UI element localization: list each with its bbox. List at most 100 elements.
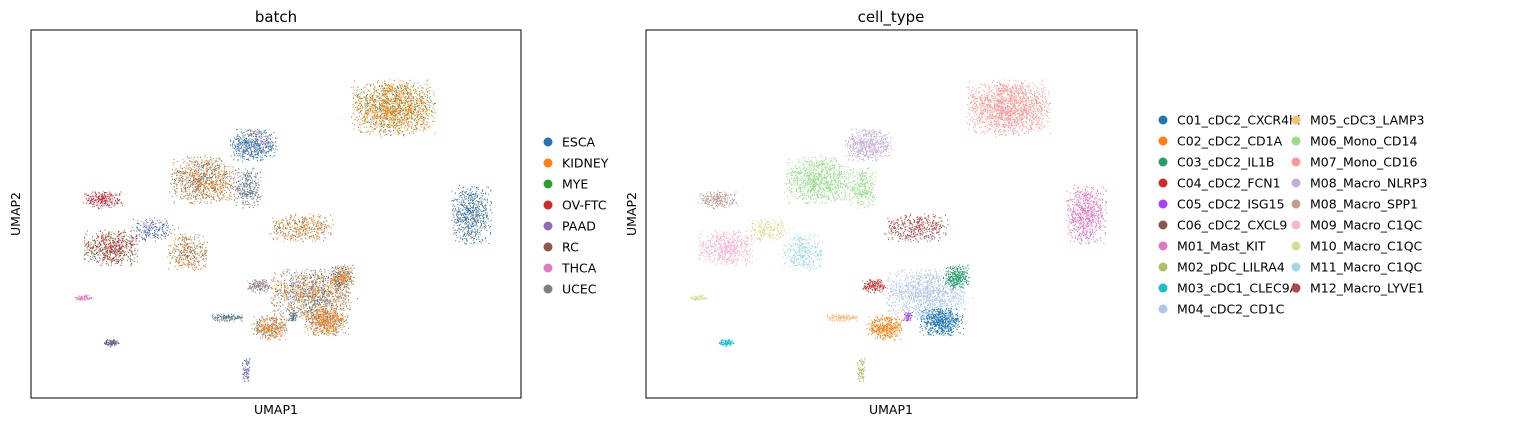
cell-type-ylabel: UMAP2 [624,192,639,236]
cell-type-legend-marker-3 [1158,178,1168,188]
cell-type-legend-marker-4 [1158,199,1168,209]
batch-legend-marker-1 [543,158,553,168]
batch-legend: ESCA KIDNEY MYE OV-FTC PAAD RC THCA UCEC [543,135,609,297]
cell-type-points-cluster-5 [698,229,755,267]
cell-type-title: cell_type [858,8,925,27]
batch-points-cluster-11-kidney [301,308,349,337]
cell-type-xlabel: UMAP1 [869,402,913,417]
batch-legend-marker-7 [543,284,553,294]
cell-type-legend-marker-15 [1291,220,1301,230]
cell-type-legend-label-6: M01_Mast_KIT [1177,239,1266,254]
cell-type-legend-label-0: C01_cDC2_CXCR4hi [1177,113,1300,128]
cell-type-legend-label-13: M08_Macro_NLRP3 [1310,176,1428,191]
batch-points-cluster-7-esca [133,218,179,242]
batch-points-cluster-10-kidney [271,268,352,321]
batch-points-cluster-18-esca [104,339,119,348]
cell-type-legend-marker-1 [1158,136,1168,146]
cell-type-plot-frame [645,29,1138,399]
cell-type-legend-marker-11 [1291,136,1301,146]
cell-type-points-cluster-7 [746,217,794,242]
batch-points-cluster-3-ucec [234,167,262,209]
cell-type-points-cluster-12 [866,315,903,341]
cell-type-panel: cell_type UMAP1 UMAP2 C01_cDC2_CXCR4hiC0… [624,8,1428,417]
batch-points-cluster-12-kidney [251,315,287,341]
cell-type-legend-label-2: C03_cDC2_IL1B [1177,155,1275,170]
cell-type-legend-marker-5 [1158,220,1168,230]
batch-points-cluster-14-ucec [248,279,270,294]
batch-ylabel: UMAP2 [8,192,23,236]
batch-points-cluster-9-ucec [451,186,492,245]
cell-type-legend-label-5: C06_cDC2_CXCL9 [1177,218,1287,233]
cell-type-legend-marker-9 [1158,304,1168,314]
batch-points-cluster-0-mye [356,79,436,136]
batch-points-cluster-6-ucec [168,233,208,270]
batch-points-cluster-14-thca [247,279,271,293]
cell-type-legend: C01_cDC2_CXCR4hi C02_cDC2_CD1A C03_cDC2_IL… [1158,113,1428,317]
batch-points-cluster-8-ucec [272,213,332,241]
cell-type-points-cluster-15 [902,311,913,322]
batch-legend-marker-4 [543,221,553,231]
cell-type-legend-label-12: M07_Mono_CD16 [1310,155,1417,170]
cell-type-points-cluster-1 [784,154,853,205]
batch-title: batch [255,8,297,26]
cell-type-points-cluster-18 [719,339,735,348]
cell-type-points-cluster-8 [884,213,949,243]
cell-type-legend-marker-16 [1291,241,1301,251]
cell-type-legend-marker-13 [1291,178,1301,188]
cell-type-points-cluster-11 [916,307,964,337]
cell-type-legend-label-7: M02_pDC_LILRA4 [1177,260,1285,275]
cell-type-legend-marker-0 [1158,115,1168,125]
batch-legend-label-5: RC [562,240,579,255]
cell-type-points-cluster-16 [827,313,858,323]
cell-type-points-cluster-13 [942,264,971,290]
batch-plot-frame [30,29,522,399]
batch-legend-marker-3 [543,200,553,210]
batch-legend-label-1: KIDNEY [562,156,609,171]
batch-points-cluster-5-ov-ftc [83,229,140,267]
cell-type-legend-marker-12 [1291,157,1301,167]
cell-type-points-cluster-3 [849,167,877,209]
cell-type-points-cluster-10 [886,268,974,322]
batch-legend-label-0: ESCA [562,135,596,150]
cell-type-legend-label-11: M06_Mono_CD14 [1310,134,1417,149]
batch-points-cluster-7-paad [131,217,175,242]
cell-type-legend-marker-6 [1158,241,1168,251]
batch-points-cluster-15-esca [287,312,298,322]
batch-points-cluster-3-esca [234,167,262,209]
cell-type-legend-label-15: M09_Macro_C1QC [1310,218,1423,233]
cell-type-legend-label-14: M08_Macro_SPP1 [1310,197,1418,212]
cell-type-legend-marker-17 [1291,262,1301,272]
cell-type-scatter-points [690,79,1108,383]
batch-points-cluster-13-kidney [327,264,356,290]
cell-type-legend-marker-18 [1291,283,1301,293]
cell-type-points-cluster-17 [690,294,708,301]
cell-type-points-cluster-0 [966,79,1051,138]
batch-points-cluster-19-paad [242,358,250,383]
batch-legend-marker-6 [543,263,553,273]
batch-xlabel: UMAP1 [254,402,298,417]
cell-type-legend-label-3: C04_cDC2_FCN1 [1177,176,1281,191]
batch-points-cluster-4-ov-ftc [83,191,124,209]
batch-points-cluster-17-thca [75,294,93,301]
cell-type-legend-label-1: C02_cDC2_CD1A [1177,134,1283,149]
batch-points-cluster-5-paad [84,233,137,267]
batch-legend-label-2: MYE [562,177,588,192]
batch-legend-marker-5 [543,242,553,252]
batch-legend-marker-2 [543,179,553,189]
batch-points-cluster-2-ucec [230,128,278,160]
cell-type-points-cluster-2 [845,128,893,162]
batch-legend-label-6: THCA [561,261,597,276]
batch-legend-label-3: OV-FTC [562,198,607,213]
cell-type-legend-label-4: C05_cDC2_ISG15 [1177,197,1285,212]
cell-type-legend-label-16: M10_Macro_C1QC [1310,239,1423,254]
cell-type-legend-label-9: M04_cDC2_CD1C [1177,302,1285,317]
batch-points-cluster-16-ucec [212,313,243,323]
batch-panel: batch UMAP1 UMAP2 ESCA KIDNEY MYE OV-FTC PAA… [8,8,609,417]
batch-legend-label-7: UCEC [562,282,597,297]
cell-type-legend-label-17: M11_Macro_C1QC [1310,260,1423,275]
batch-points-cluster-1-ucec [170,156,235,204]
batch-points-cluster-1-kidney [169,154,238,205]
batch-scatter-points [75,79,493,383]
cell-type-points-cluster-14 [862,279,886,294]
